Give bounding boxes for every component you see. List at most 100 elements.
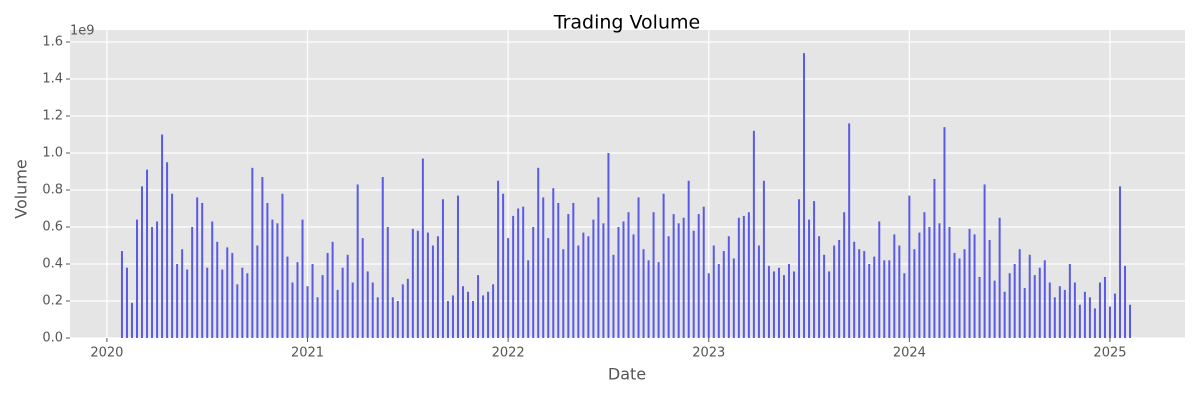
bar	[838, 239, 841, 338]
y-axis-label: Volume	[12, 159, 31, 219]
bar	[1063, 289, 1066, 338]
bar	[196, 197, 199, 338]
bar	[803, 53, 806, 339]
y-tick-label: 0.2	[42, 294, 63, 309]
chart-title: Trading Volume	[553, 12, 700, 34]
bar	[572, 202, 575, 338]
bar	[1068, 264, 1071, 338]
bar	[707, 273, 710, 338]
bar	[848, 123, 851, 338]
y-tick-label: 0.6	[42, 220, 63, 235]
bar	[451, 295, 454, 338]
bar	[231, 252, 234, 338]
bar	[637, 197, 640, 338]
bar	[1053, 297, 1056, 338]
bar	[782, 275, 785, 338]
bar	[376, 297, 379, 338]
bar	[662, 193, 665, 338]
bar	[201, 202, 204, 338]
y-tick-label: 1.2	[42, 109, 63, 124]
bar	[617, 227, 620, 338]
y-tick-label: 0.0	[42, 331, 63, 346]
bar	[1129, 304, 1132, 338]
bar	[732, 258, 735, 338]
x-tick-label: 2020	[90, 346, 123, 361]
y-tick-label: 0.4	[42, 257, 63, 272]
bar	[120, 251, 123, 338]
bar	[682, 217, 685, 338]
bar	[467, 291, 470, 338]
bar	[813, 201, 816, 338]
bar	[582, 232, 585, 338]
bar	[737, 217, 740, 338]
bar	[933, 178, 936, 338]
bar	[858, 249, 861, 338]
y-tick-label: 1.0	[42, 146, 63, 161]
bar	[667, 236, 670, 338]
bar	[477, 275, 480, 338]
bar	[823, 254, 826, 338]
y-offset-label: 1e9	[70, 24, 95, 39]
bar	[652, 212, 655, 338]
bar	[873, 256, 876, 338]
bar	[747, 212, 750, 338]
bar	[993, 280, 996, 338]
bar	[547, 238, 550, 338]
bar	[787, 264, 790, 338]
bar	[863, 251, 866, 338]
bar	[798, 199, 801, 338]
bar	[321, 275, 324, 338]
bar	[853, 241, 856, 338]
bar	[687, 180, 690, 338]
bar	[271, 219, 274, 338]
bar	[1048, 282, 1051, 338]
bar	[978, 276, 981, 338]
bar	[171, 193, 174, 338]
bar	[416, 230, 419, 338]
bar	[125, 267, 128, 338]
bar	[316, 297, 319, 338]
bar	[1108, 306, 1111, 338]
bar	[276, 223, 279, 338]
bar	[281, 193, 284, 338]
x-tick-label: 2024	[893, 346, 926, 361]
x-axis-label: Date	[608, 365, 646, 384]
bar	[141, 186, 144, 338]
bar	[742, 215, 745, 338]
bar	[552, 188, 555, 338]
bar	[1028, 254, 1031, 338]
bar	[286, 256, 289, 338]
bar	[903, 273, 906, 338]
bar	[898, 245, 901, 338]
bar	[627, 212, 630, 338]
x-tick-label: 2022	[492, 346, 525, 361]
bar	[151, 227, 154, 338]
bar	[1018, 249, 1021, 338]
bar	[602, 223, 605, 338]
bar	[326, 252, 329, 338]
bar	[632, 234, 635, 338]
bar	[136, 219, 139, 338]
bar	[146, 169, 149, 338]
bar	[928, 227, 931, 338]
bar	[833, 245, 836, 338]
bar	[246, 273, 249, 338]
bar	[697, 214, 700, 338]
bar	[1083, 291, 1086, 338]
bar	[241, 267, 244, 338]
bar	[537, 167, 540, 338]
bar	[777, 267, 780, 338]
bar	[296, 262, 299, 338]
bar	[441, 199, 444, 338]
bar	[406, 278, 409, 338]
bar	[592, 219, 595, 338]
bar	[828, 271, 831, 338]
bar	[868, 264, 871, 338]
bar	[973, 234, 976, 338]
bar	[206, 267, 209, 338]
bar	[1113, 293, 1116, 338]
bar	[1033, 275, 1036, 338]
bar	[487, 291, 490, 338]
bar	[948, 227, 951, 338]
bars	[120, 53, 1132, 339]
